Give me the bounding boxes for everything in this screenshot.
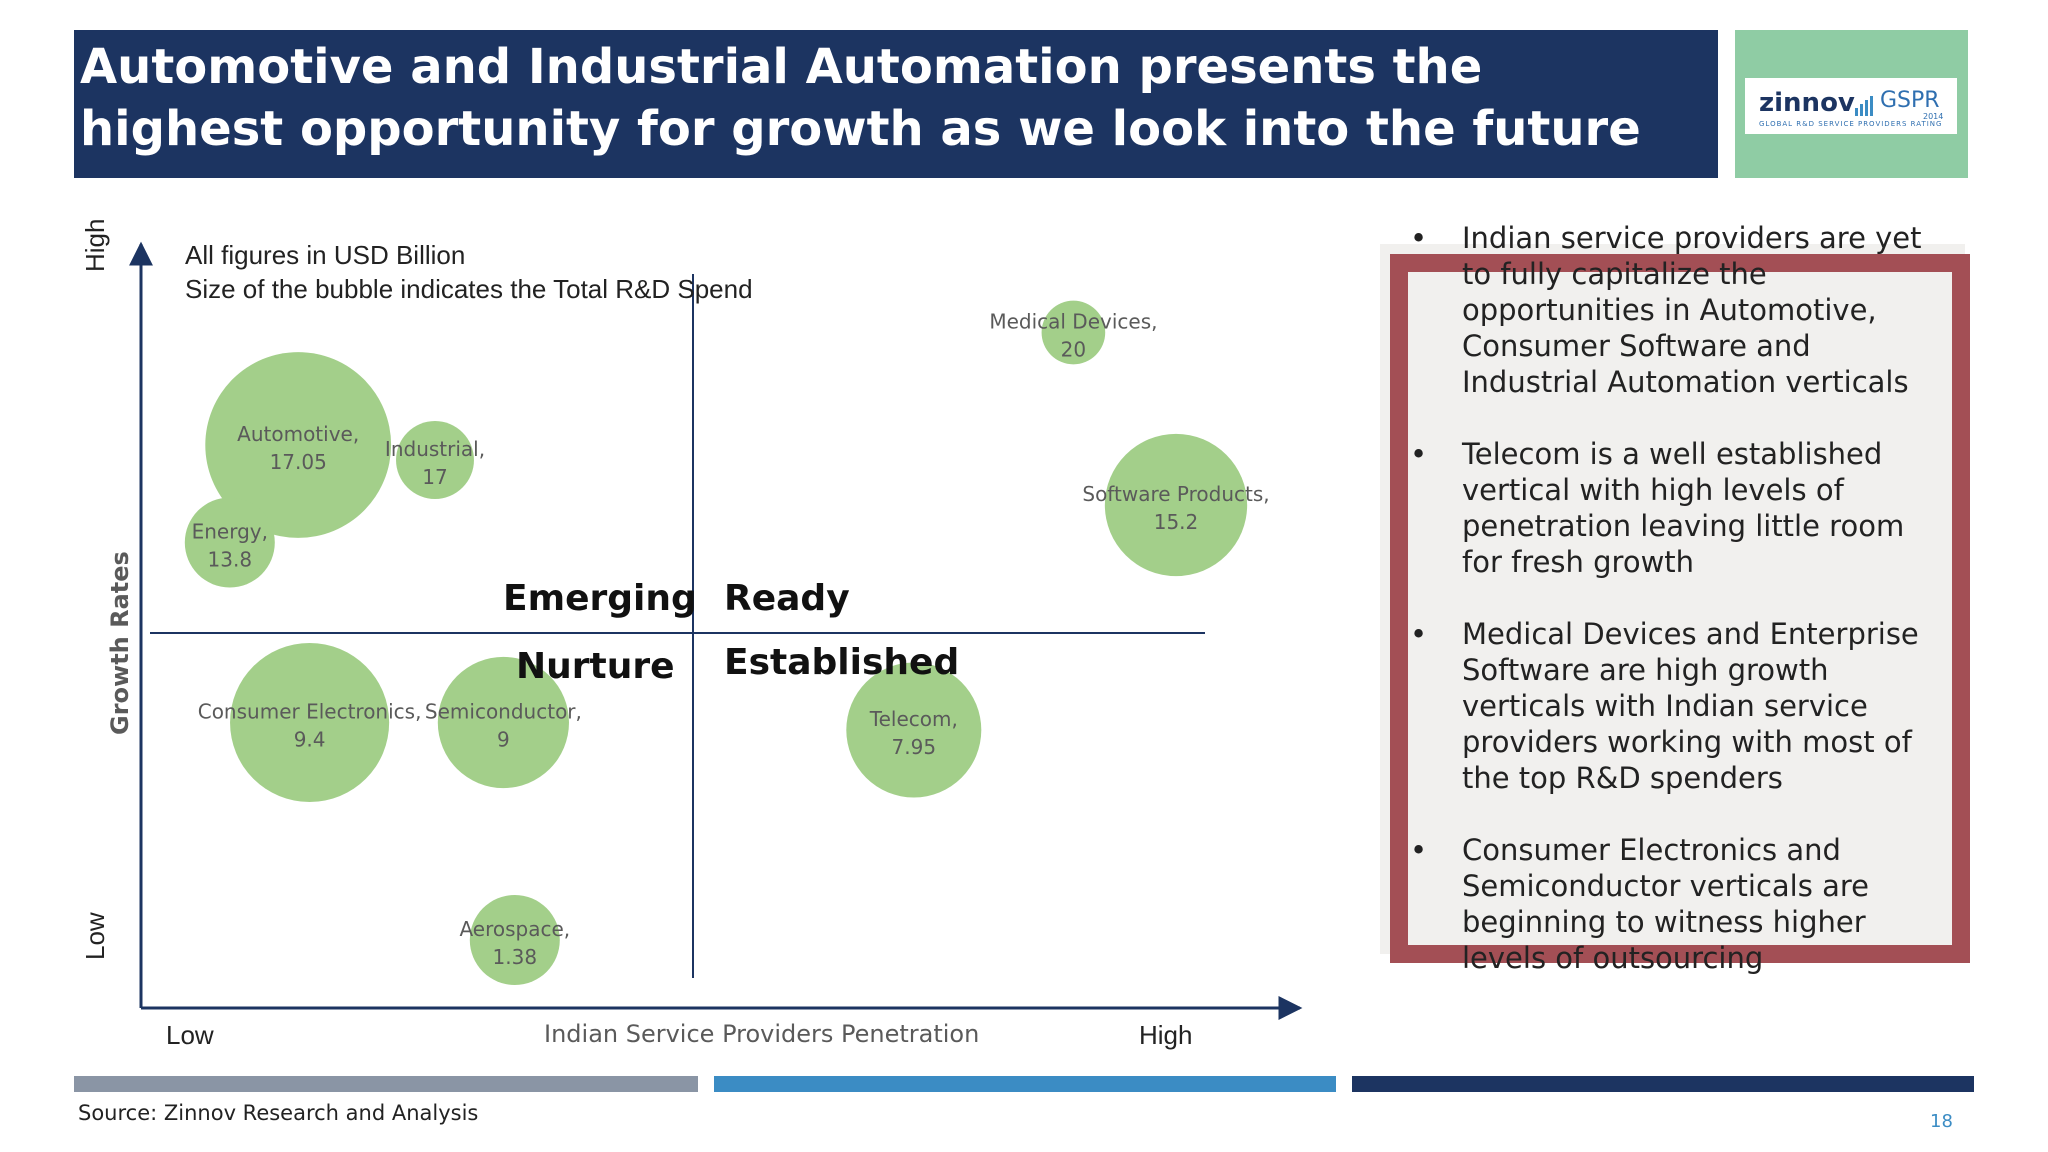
- bubble-label-automotive: Automotive,: [237, 422, 359, 446]
- source-note: Source: Zinnov Research and Analysis: [78, 1101, 479, 1125]
- bubble-medical-devices: [1041, 300, 1106, 365]
- y-axis-high-label: High: [80, 219, 110, 272]
- bubble-label-medical-devices: Medical Devices,: [989, 310, 1157, 334]
- footer-stripe-navy: [1352, 1076, 1974, 1092]
- bubble-chart: Automotive, 17.05 Industrial, 17 Energy, 13.8…: [80, 219, 1303, 1050]
- page-title: Automotive and Industrial Automation pre…: [80, 39, 1641, 157]
- bubble-value-software-products: 15.2: [1154, 510, 1199, 534]
- quadrant-label-emerging: Emerging: [503, 578, 697, 619]
- bullet-text: Telecom is a well established vertical w…: [1462, 437, 1905, 579]
- bubble-label-aerospace: Aerospace,: [459, 917, 570, 941]
- logo-brand: zinnov: [1759, 88, 1855, 118]
- page-number: 18: [1930, 1111, 1953, 1132]
- quadrant-label-established: Established: [724, 642, 959, 683]
- zinnov-gspr-logo: zinnov GSPR 2014 GLOBAL R&D SERVICE PROV…: [1745, 78, 1957, 134]
- commentary-panel: [1380, 244, 1965, 954]
- footer-stripe-gray: [74, 1076, 698, 1092]
- bubble-label-telecom: Telecom,: [869, 707, 958, 731]
- bubble-label-software-products: Software Products,: [1082, 482, 1269, 506]
- bubble-aerospace: [469, 895, 560, 985]
- bullet-item: • Telecom is a well established vertical …: [1410, 436, 1935, 580]
- highlight-frame: [1390, 254, 1970, 963]
- bullet-item: • Medical Devices and Enterprise Software…: [1410, 616, 1935, 796]
- bubble-layer: Automotive, 17.05 Industrial, 17 Energy, 13.8…: [184, 300, 1270, 985]
- footer-stripe-blue: [714, 1076, 1336, 1092]
- bubble-energy: [184, 497, 275, 588]
- y-axis-title: Growth Rates: [106, 551, 134, 735]
- bullet-dot: •: [1410, 437, 1428, 471]
- bullet-item: • Consumer Electronics and Semiconductor …: [1410, 832, 1935, 976]
- bubble-label-industrial: Industrial,: [385, 437, 485, 461]
- bullet-dot: •: [1410, 617, 1428, 651]
- logo-bars-icon: [1855, 96, 1873, 116]
- logo-box: zinnov GSPR 2014 GLOBAL R&D SERVICE PROV…: [1735, 30, 1968, 178]
- logo-year: 2014: [1923, 112, 1944, 121]
- quadrant-label-ready: Ready: [724, 578, 850, 619]
- bubble-value-industrial: 17: [422, 465, 447, 489]
- x-axis-high-label: High: [1139, 1020, 1192, 1050]
- chart-note-units: All figures in USD Billion: [185, 240, 465, 270]
- bubble-value-energy: 13.8: [208, 548, 253, 572]
- bubble-semiconductor: [437, 656, 569, 789]
- bubble-value-automotive: 17.05: [270, 450, 327, 474]
- quadrant-label-nurture: Nurture: [516, 646, 675, 687]
- chart-note-size: Size of the bubble indicates the Total R…: [185, 274, 753, 304]
- bubble-value-aerospace: 1.38: [493, 945, 538, 969]
- bullet-dot: •: [1410, 833, 1428, 867]
- bubble-telecom: [846, 662, 982, 798]
- bubble-value-medical-devices: 20: [1061, 338, 1086, 362]
- x-axis-low-label: Low: [166, 1020, 214, 1050]
- title-bar: Automotive and Industrial Automation pre…: [74, 30, 1718, 178]
- bubble-software-products: [1104, 433, 1248, 577]
- bullet-text: Medical Devices and Enterprise Software …: [1462, 617, 1919, 795]
- bubble-label-energy: Energy,: [192, 520, 268, 544]
- x-axis-title: Indian Service Providers Penetration: [544, 1020, 979, 1048]
- bubble-value-telecom: 7.95: [892, 735, 937, 759]
- bubble-industrial: [396, 421, 474, 499]
- bubble-value-consumer-electronics: 9.4: [294, 728, 326, 752]
- commentary-bullets: • Indian service providers are yet to ful…: [1410, 220, 1935, 1012]
- bubble-value-semiconductor: 9: [497, 728, 510, 752]
- bubble-automotive: [205, 352, 392, 538]
- bullet-text: Consumer Electronics and Semiconductor v…: [1462, 833, 1869, 975]
- bullet-dot: •: [1410, 221, 1428, 255]
- bullet-text: Indian service providers are yet to full…: [1462, 221, 1922, 399]
- y-axis-low-label: Low: [80, 912, 110, 960]
- bubble-consumer-electronics: [230, 642, 390, 803]
- bullet-item: • Indian service providers are yet to ful…: [1410, 220, 1935, 400]
- logo-tagline: GLOBAL R&D SERVICE PROVIDERS RATING: [1759, 120, 1943, 128]
- bubble-label-semiconductor: Semiconductor,: [425, 700, 582, 724]
- bubble-label-consumer-electronics: Consumer Electronics,: [198, 700, 422, 724]
- logo-product: GSPR: [1880, 88, 1940, 113]
